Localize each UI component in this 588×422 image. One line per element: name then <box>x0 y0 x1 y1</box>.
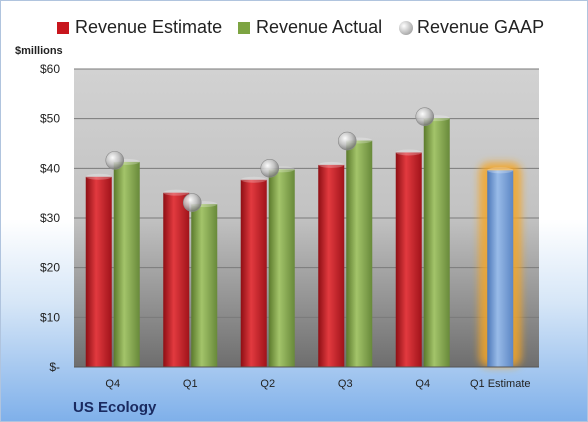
bar-revenue-estimate <box>85 176 112 367</box>
bar-revenue-actual <box>113 161 140 367</box>
bar-revenue-estimate-top <box>163 189 190 196</box>
bar-revenue-estimate-top <box>395 149 422 156</box>
bar-revenue-estimate <box>318 164 345 367</box>
bar-revenue-estimate-top <box>318 161 345 168</box>
legend-swatch-gaap-sphere <box>399 21 413 35</box>
legend-label: Revenue GAAP <box>417 17 545 37</box>
y-tick-label: $- <box>49 360 60 374</box>
bar-revenue-actual <box>423 118 450 367</box>
bar-revenue-estimate <box>240 179 267 367</box>
plot-area: $- $10 $20 $30 $40 $50 $60 Q4 Q1 Q2 Q3 Q4 Q1 Estimat… <box>40 62 539 390</box>
x-tick-label: Q1 <box>183 378 198 390</box>
marker-revenue-gaap <box>182 193 202 212</box>
y-tick-label: $10 <box>40 310 60 324</box>
y-tick-label: $50 <box>40 112 60 126</box>
bar-q1-estimate <box>487 170 514 367</box>
bar-revenue-actual <box>191 204 218 367</box>
marker-revenue-gaap <box>337 131 357 151</box>
company-name: US Ecology <box>73 399 157 416</box>
x-tick-label: Q2 <box>260 378 275 390</box>
y-tick-label: $20 <box>40 261 60 275</box>
bar-revenue-actual <box>346 140 373 367</box>
x-tick-label: Q1 Estimate <box>470 378 531 390</box>
x-tick-label: Q4 <box>415 378 430 390</box>
y-tick-label: $60 <box>40 62 60 76</box>
bar-revenue-estimate <box>163 192 190 367</box>
y-axis-unit-label: $millions <box>15 45 63 57</box>
marker-revenue-gaap <box>415 107 435 126</box>
bar-revenue-estimate <box>395 152 422 367</box>
bar-q1-estimate-top <box>487 167 514 174</box>
legend-swatch-actual <box>238 22 250 34</box>
bar-revenue-estimate-top <box>240 176 267 183</box>
marker-revenue-gaap <box>260 159 280 178</box>
legend-label: Revenue Actual <box>256 17 383 37</box>
legend-swatch-estimate <box>57 22 69 34</box>
x-tick-label: Q4 <box>105 378 120 390</box>
marker-revenue-gaap <box>105 151 125 170</box>
y-tick-label: $40 <box>40 161 60 175</box>
y-tick-label: $30 <box>40 211 60 225</box>
bar-revenue-actual <box>268 169 295 367</box>
legend-label: Revenue Estimate <box>75 17 223 37</box>
legend: Revenue Estimate Revenue Actual Revenue … <box>1 16 588 42</box>
bar-revenue-estimate-top <box>85 173 112 180</box>
x-tick-label: Q3 <box>338 378 353 390</box>
